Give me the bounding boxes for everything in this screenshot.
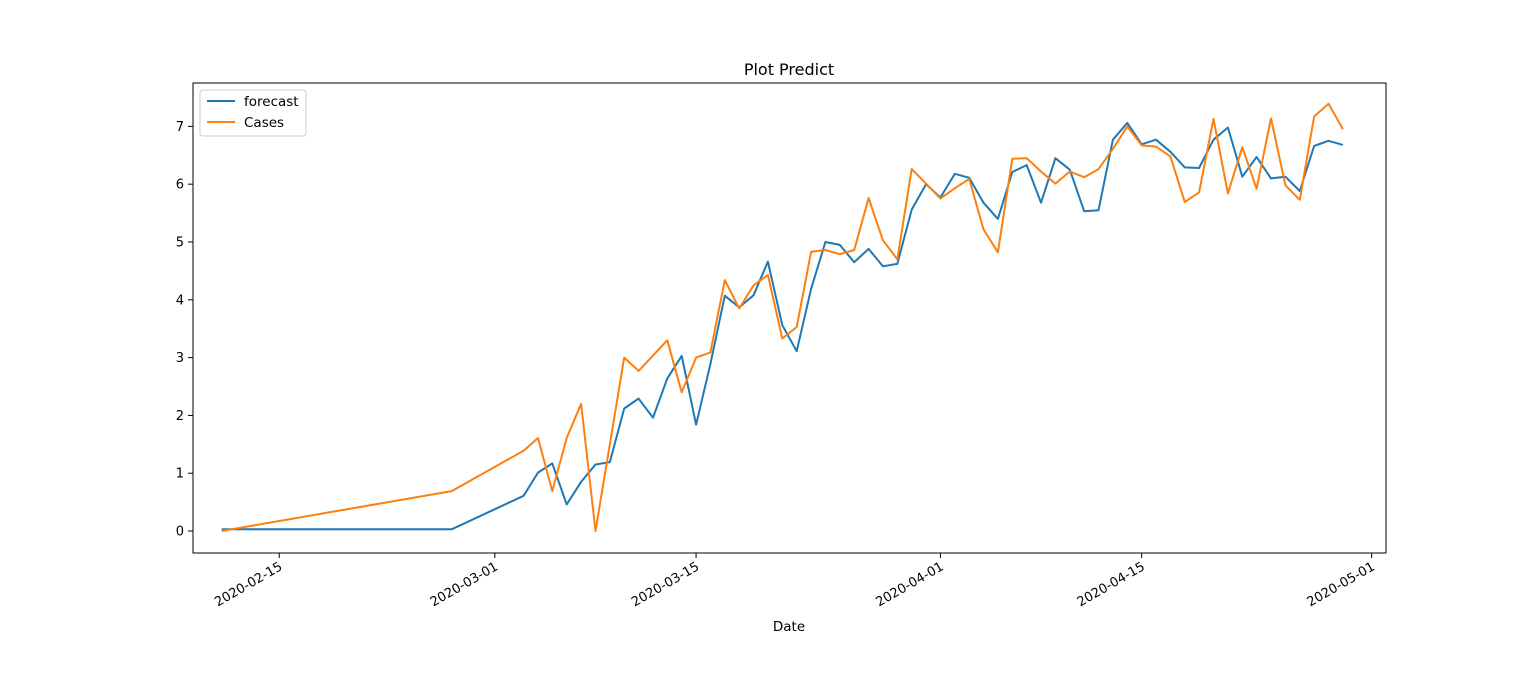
series-layer [221,102,1344,532]
y-tick-label: 0 [176,525,184,540]
y-tick-label: 6 [176,178,184,193]
y-tick-label: 3 [176,351,184,366]
legend: forecast Cases [199,89,307,137]
plot-area-frame [192,82,1387,554]
legend-label-cases: Cases [244,115,284,131]
x-axis-title: Date [773,619,805,635]
y-tick-label: 1 [176,467,184,482]
y-tick-label: 7 [176,120,184,135]
y-tick-label: 4 [176,293,184,308]
chart-title: Plot Predict [744,60,834,79]
y-tick-label: 2 [176,409,184,424]
legend-label-forecast: forecast [244,94,299,110]
y-axis: 0 1 2 3 4 5 6 7 [176,120,193,540]
series-line-cases [221,102,1344,532]
y-tick-label: 5 [176,235,184,250]
series-line-forecast [221,121,1344,531]
